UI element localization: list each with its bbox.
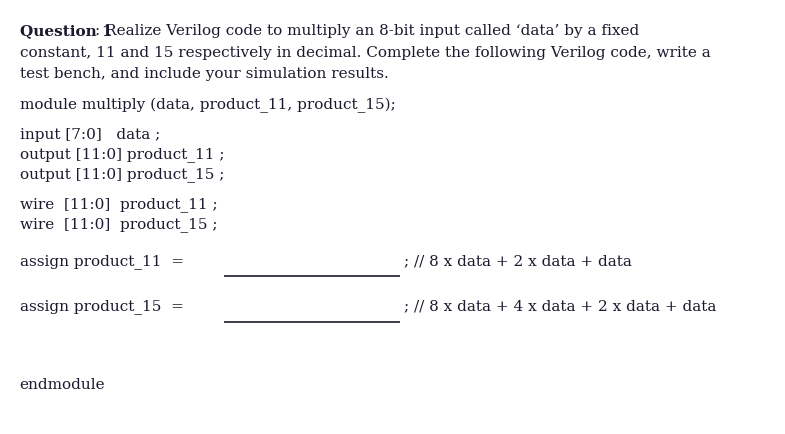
- Text: module multiply (data, product_11, product_15);: module multiply (data, product_11, produ…: [20, 98, 396, 113]
- Text: : Realize Verilog code to multiply an 8-bit input called ‘data’ by a fixed: : Realize Verilog code to multiply an 8-…: [95, 24, 639, 38]
- Text: ; // 8 x data + 4 x data + 2 x data + data: ; // 8 x data + 4 x data + 2 x data + da…: [404, 299, 717, 313]
- Text: output [11:0] product_11 ;: output [11:0] product_11 ;: [20, 148, 225, 162]
- Text: constant, 11 and 15 respectively in decimal. Complete the following Verilog code: constant, 11 and 15 respectively in deci…: [20, 46, 710, 59]
- Text: assign product_11  =: assign product_11 =: [20, 254, 184, 269]
- Text: endmodule: endmodule: [20, 378, 105, 391]
- Text: assign product_15  =: assign product_15 =: [20, 299, 184, 314]
- Text: test bench, and include your simulation results.: test bench, and include your simulation …: [20, 67, 389, 81]
- Text: wire  [11:0]  product_15 ;: wire [11:0] product_15 ;: [20, 217, 217, 232]
- Text: wire  [11:0]  product_11 ;: wire [11:0] product_11 ;: [20, 197, 217, 212]
- Text: output [11:0] product_15 ;: output [11:0] product_15 ;: [20, 167, 224, 182]
- Text: input [7:0]   data ;: input [7:0] data ;: [20, 128, 160, 142]
- Text: Question 1: Question 1: [20, 24, 112, 38]
- Text: ; // 8 x data + 2 x data + data: ; // 8 x data + 2 x data + data: [404, 254, 632, 268]
